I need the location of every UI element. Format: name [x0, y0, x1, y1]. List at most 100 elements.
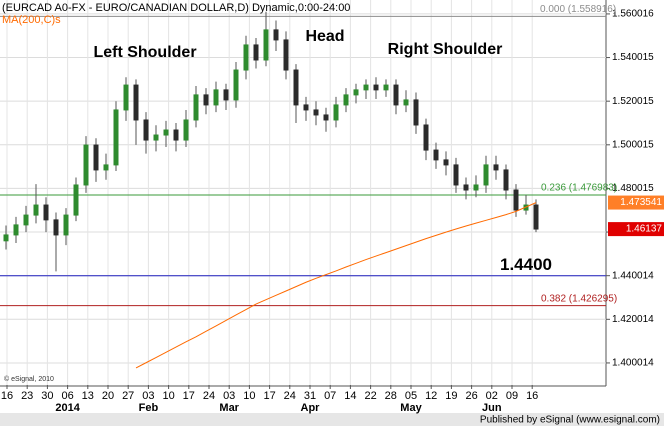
candle-body [323, 114, 329, 121]
candle-body [23, 214, 29, 226]
annotation: Left Shoulder [93, 44, 196, 61]
candle-body [3, 234, 9, 242]
x-tick-label: 24 [203, 390, 215, 402]
candle-body [213, 89, 219, 106]
x-tick-label: 20 [102, 390, 114, 402]
candle-body [153, 134, 159, 141]
candle-body [493, 164, 499, 171]
y-tick-label: 1.420014 [612, 314, 654, 325]
month-label: Jun [482, 402, 502, 414]
footer: Published by eSignal (www.esignal.com) [480, 415, 660, 426]
candle-body [223, 89, 229, 101]
x-tick-label: 05 [405, 390, 417, 402]
x-tick-label: 26 [465, 390, 477, 402]
price-box-label: 1.46137 [626, 224, 663, 235]
watermark: © eSignal, 2010 [4, 375, 54, 383]
candle-body [293, 69, 299, 106]
x-tick-label: 27 [122, 390, 134, 402]
indicator-label: MA(200,C)s [2, 14, 61, 26]
month-label: 2014 [55, 402, 80, 414]
candles [3, 11, 539, 369]
candle-body [233, 69, 239, 101]
candle-body [393, 84, 399, 106]
month-label: Apr [301, 402, 321, 414]
x-tick-label: 28 [385, 390, 397, 402]
candle-body [453, 164, 459, 186]
annotation: Right Shoulder [388, 41, 503, 58]
candle-body [433, 149, 439, 161]
candle-body [183, 119, 189, 141]
candle-body [63, 214, 69, 236]
x-tick-label: 14 [344, 390, 356, 402]
candle-body [163, 129, 169, 136]
x-tick-label: 17 [263, 390, 275, 402]
candle-body [103, 164, 109, 171]
candle-body [413, 99, 419, 126]
level-label: 0.382 (1.426295) [541, 293, 617, 304]
x-tick-label: 09 [506, 390, 518, 402]
candle-body [113, 109, 119, 166]
candle-body [343, 94, 349, 106]
candle-body [443, 159, 449, 166]
y-tick-label: 1.400014 [612, 358, 654, 369]
candle-body [263, 29, 269, 61]
month-label: May [400, 402, 422, 414]
candle-body [203, 94, 209, 106]
candle-body [283, 39, 289, 71]
y-tick-label: 1.500015 [612, 139, 654, 150]
candle-body [193, 94, 199, 121]
annotation: Head [305, 28, 344, 45]
x-tick-label: 10 [162, 390, 174, 402]
y-tick-label: 1.480015 [612, 183, 654, 194]
x-tick-label: 17 [183, 390, 195, 402]
x-tick-label: 13 [82, 390, 94, 402]
candle-body [173, 129, 179, 141]
candle-body [303, 104, 309, 111]
x-tick-label: 24 [284, 390, 296, 402]
x-tick-label: 22 [364, 390, 376, 402]
x-tick-label: 19 [445, 390, 457, 402]
x-tick-label: 07 [324, 390, 336, 402]
y-tick-label: 1.440014 [612, 270, 654, 281]
candle-body [143, 119, 149, 141]
month-label: Mar [219, 402, 239, 414]
candle-body [123, 84, 129, 111]
price-box [608, 195, 664, 210]
candle-body [253, 44, 259, 61]
x-tick-label: 06 [61, 390, 73, 402]
month-label: Feb [139, 402, 159, 414]
price-box [608, 222, 664, 237]
candle-body [33, 204, 39, 216]
candle-body [463, 184, 469, 191]
x-tick-label: 12 [425, 390, 437, 402]
x-tick-label: 16 [526, 390, 538, 402]
levels [0, 15, 606, 307]
y-tick-label: 1.560016 [612, 9, 654, 20]
candle-body [43, 204, 49, 221]
candle-body [333, 104, 339, 121]
footer-bar [0, 413, 664, 426]
candle-body [483, 164, 489, 186]
y-tick-label: 1.520015 [612, 96, 654, 107]
ma-line [135, 202, 537, 369]
level-label: 0.236 (1.476983) [541, 183, 617, 194]
candle-body [13, 224, 19, 236]
candle-body [313, 109, 319, 116]
x-tick-label: 03 [142, 390, 154, 402]
candle-body [423, 124, 429, 151]
candle-body [503, 169, 509, 191]
candle-body [133, 84, 139, 121]
x-tick-label: 30 [41, 390, 53, 402]
candle-body [473, 184, 479, 191]
candle-body [383, 84, 389, 91]
candle-body [273, 29, 279, 41]
candle-body [353, 89, 359, 96]
x-tick-label: 02 [486, 390, 498, 402]
candle-body [83, 144, 89, 186]
level-label: 1.4400 [500, 255, 552, 274]
x-tick-label: 03 [223, 390, 235, 402]
level-label: 0.000 (1.558916) [540, 4, 616, 15]
candle-body [73, 184, 79, 216]
